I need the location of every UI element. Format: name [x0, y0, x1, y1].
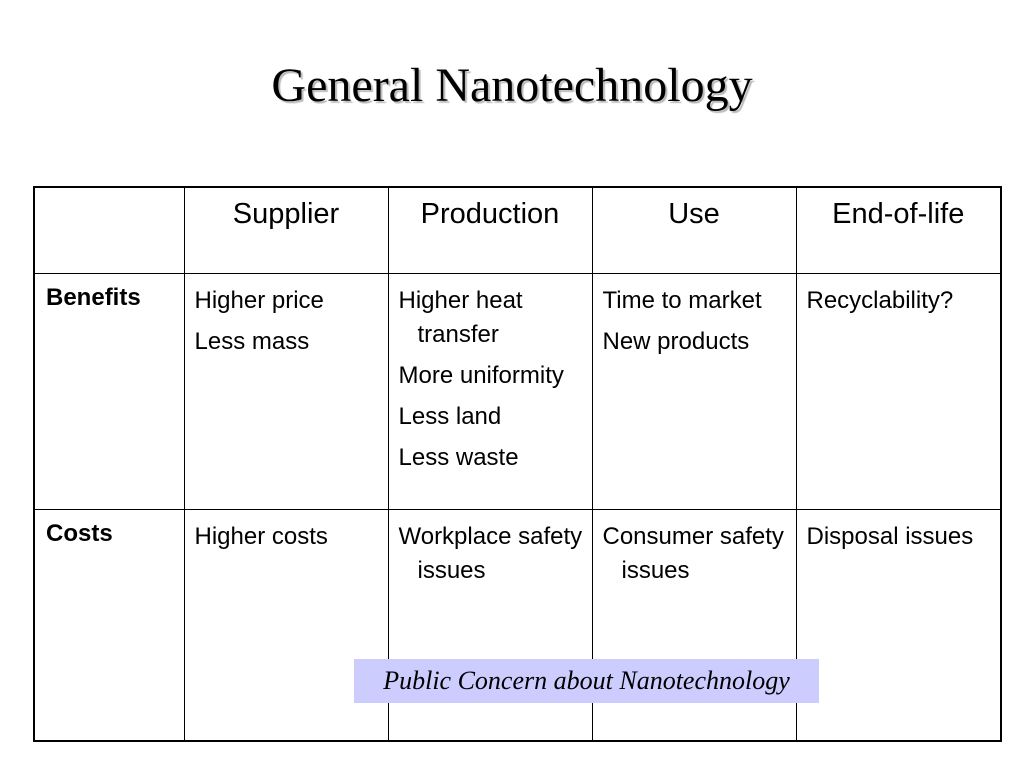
list-item: Recyclability?	[806, 286, 954, 314]
list-item: Consumer safety issues	[602, 522, 784, 584]
column-header-supplier: Supplier	[183, 186, 389, 274]
row-header-costs: Costs	[33, 508, 185, 742]
costs-supplier-cell: Higher costs	[183, 508, 389, 742]
list-item: New products	[602, 327, 750, 355]
column-header-end-of-life: End-of-life	[795, 186, 1002, 274]
table-header-row: Supplier Production Use End-of-life	[33, 186, 1002, 274]
benefits-use-cell: Time to market New products	[591, 272, 797, 510]
table-row: Costs Higher costs Workplace safety issu…	[33, 508, 1002, 742]
benefits-end-of-life-cell: Recyclability?	[795, 272, 1002, 510]
benefits-costs-table: Supplier Production Use End-of-life Bene…	[33, 186, 1002, 742]
list-item: Higher price	[194, 286, 324, 314]
corner-cell	[33, 186, 185, 274]
list-item: Higher heat transfer	[398, 286, 523, 348]
column-header-use: Use	[591, 186, 797, 274]
slide-title: General Nanotechnology	[271, 59, 753, 112]
public-concern-callout: Public Concern about Nanotechnology	[354, 659, 819, 703]
benefits-production-cell: Higher heat transfer More uniformity Les…	[387, 272, 593, 510]
costs-end-of-life-cell: Disposal issues	[795, 508, 1002, 742]
list-item: Less mass	[194, 327, 310, 355]
list-item: Less land	[398, 402, 502, 430]
costs-production-cell: Workplace safety issues	[387, 508, 593, 742]
benefits-supplier-cell: Higher price Less mass	[183, 272, 389, 510]
row-header-benefits: Benefits	[33, 272, 185, 510]
list-item: Higher costs	[194, 522, 328, 550]
column-header-production: Production	[387, 186, 593, 274]
list-item: More uniformity	[398, 361, 564, 389]
costs-use-cell: Consumer safety issues	[591, 508, 797, 742]
list-item: Less waste	[398, 443, 519, 471]
list-item: Disposal issues	[806, 522, 974, 550]
list-item: Time to market	[602, 286, 762, 314]
list-item: Workplace safety issues	[398, 522, 583, 584]
table-row: Benefits Higher price Less mass Higher h…	[33, 272, 1002, 510]
